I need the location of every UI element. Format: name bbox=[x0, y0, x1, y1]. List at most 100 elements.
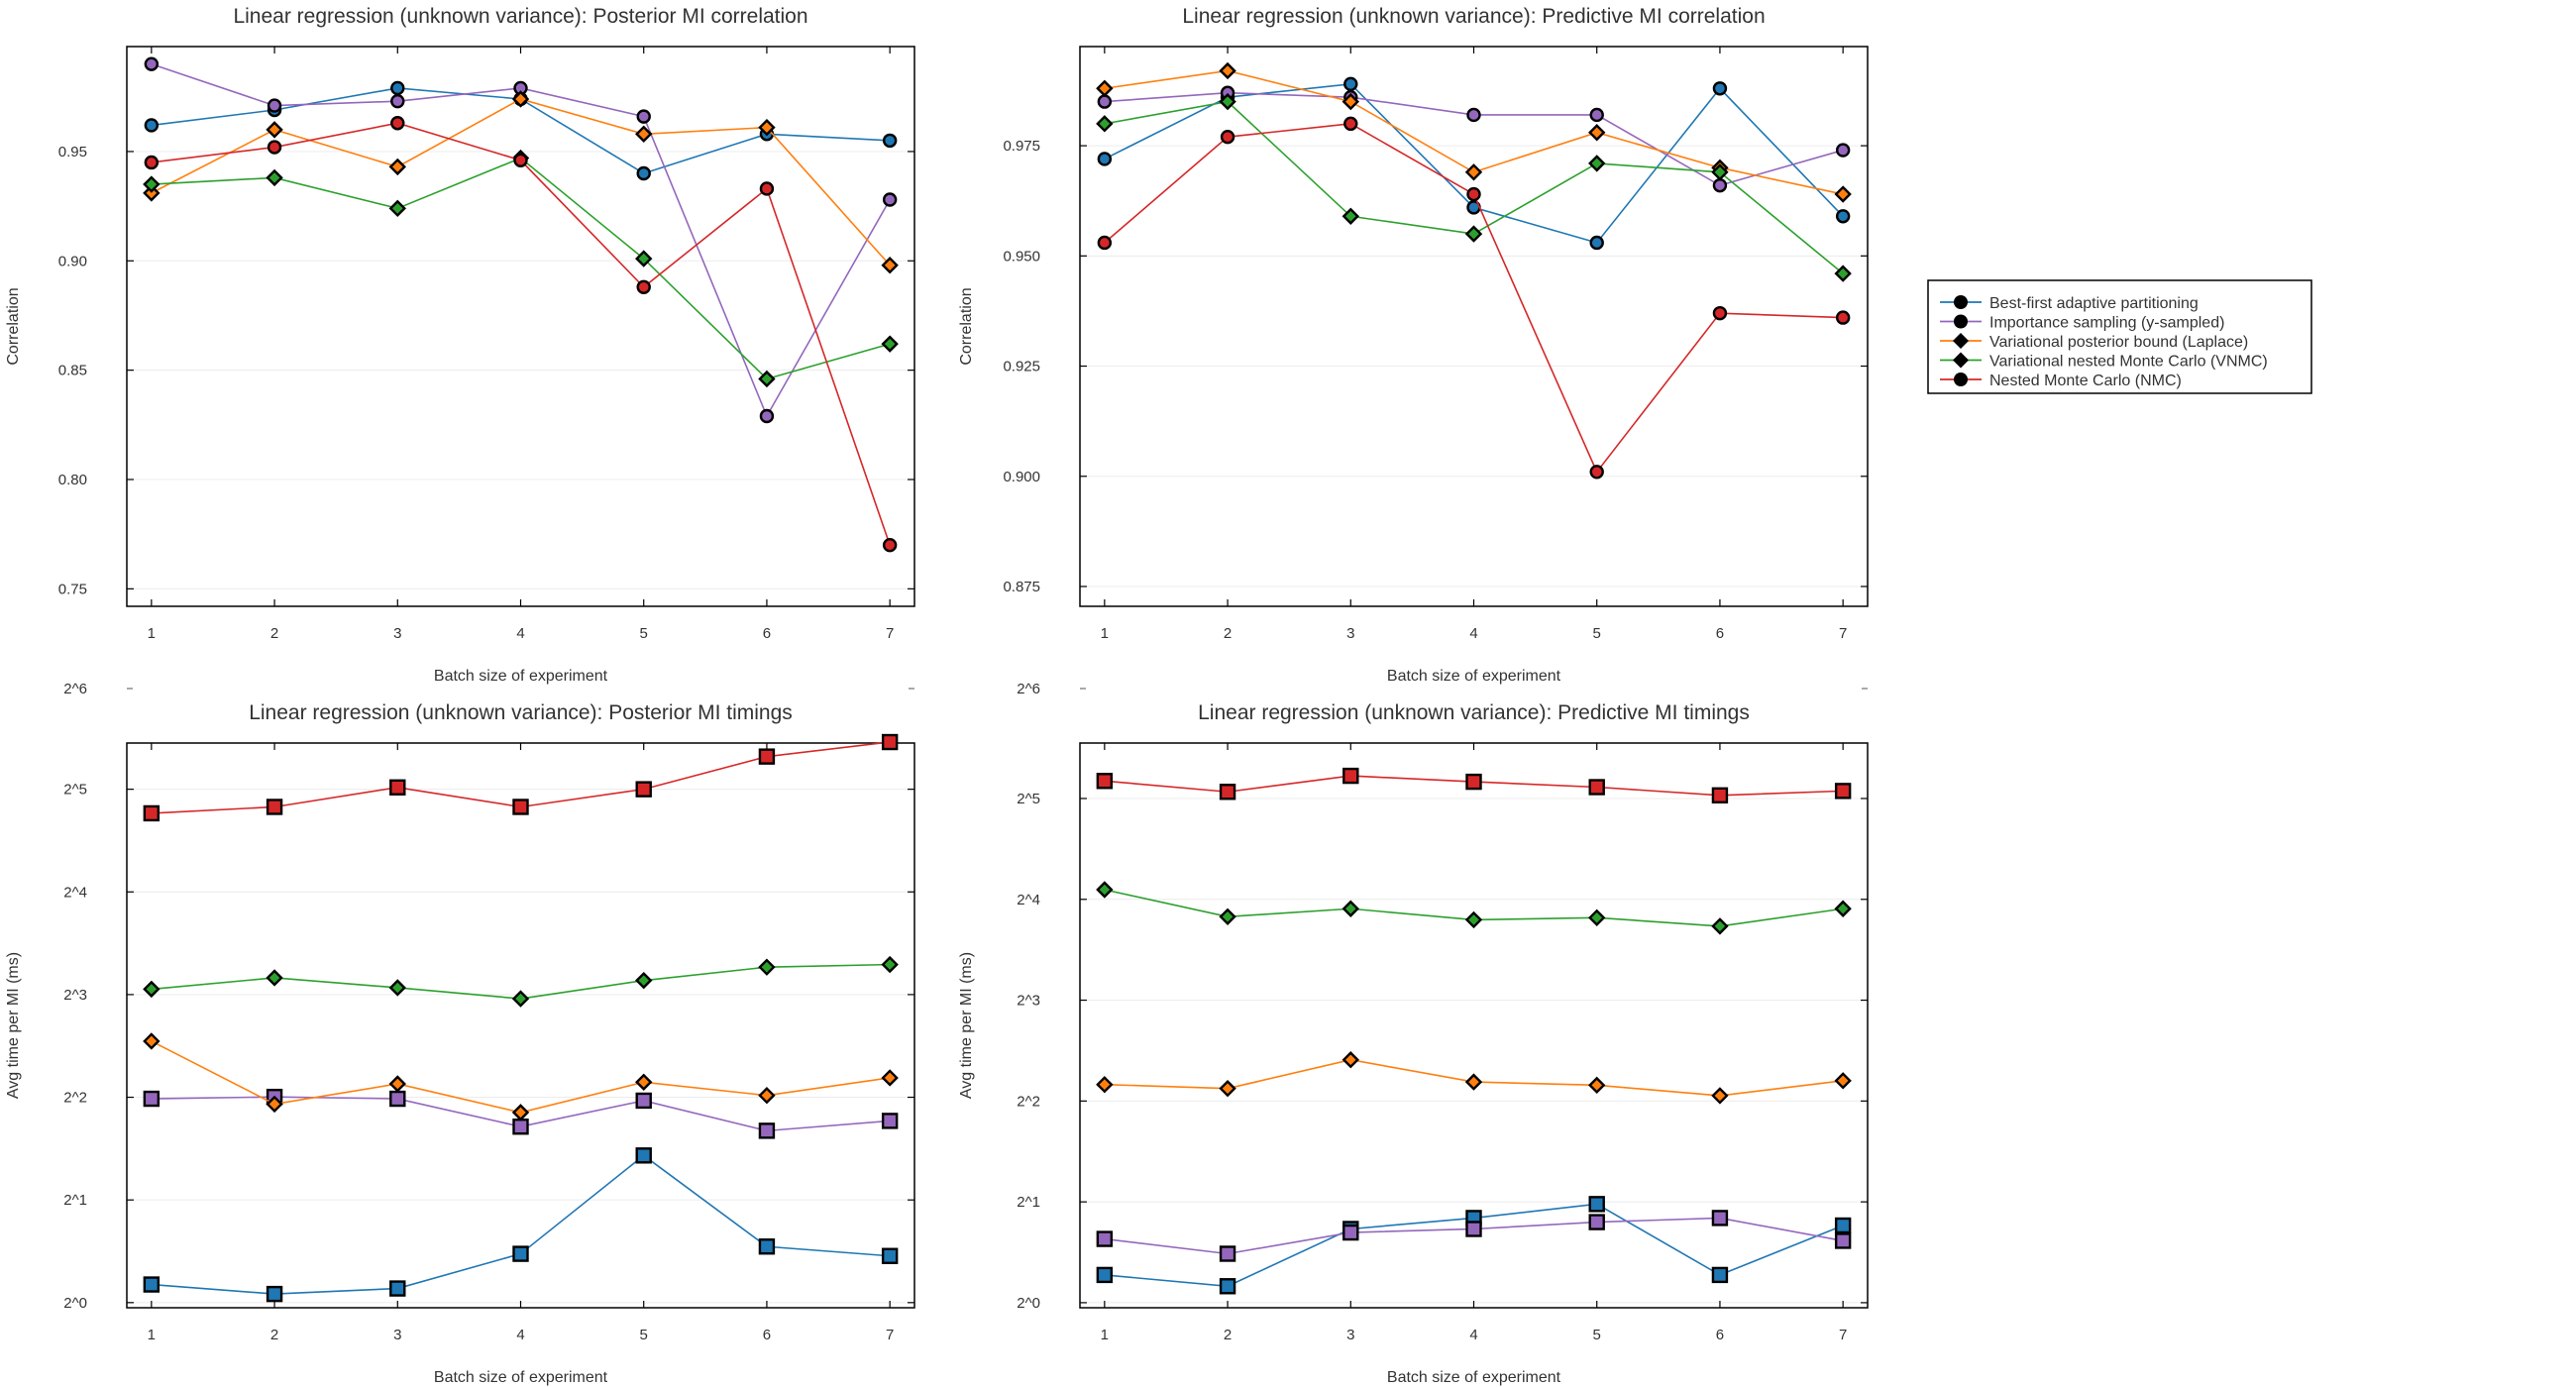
x-tick-label: 3 bbox=[393, 625, 401, 642]
series-1 bbox=[1097, 76, 1851, 251]
data-point bbox=[1712, 177, 1728, 193]
data-point bbox=[1711, 1266, 1729, 1284]
data-point bbox=[1464, 910, 1483, 929]
data-point bbox=[1465, 1221, 1482, 1237]
data-point bbox=[1096, 881, 1114, 899]
data-point bbox=[1466, 186, 1481, 202]
data-point bbox=[635, 971, 653, 990]
data-point bbox=[1589, 465, 1604, 480]
legend-marker bbox=[1953, 352, 1969, 369]
data-point bbox=[143, 1032, 161, 1050]
data-point bbox=[1465, 773, 1482, 791]
data-point bbox=[1096, 773, 1114, 790]
legend-label: Best-first adaptive partitioning bbox=[1989, 295, 2199, 312]
data-point bbox=[758, 1238, 776, 1255]
data-point bbox=[390, 116, 405, 131]
x-tick-label: 6 bbox=[1716, 1327, 1724, 1343]
plot-frame bbox=[1079, 46, 1869, 607]
x-tick-label: 6 bbox=[763, 1327, 771, 1343]
data-point bbox=[512, 799, 529, 815]
series-line bbox=[151, 157, 891, 380]
data-point bbox=[1712, 305, 1728, 321]
x-tick-label: 2 bbox=[270, 625, 278, 642]
data-point bbox=[882, 133, 898, 149]
data-point bbox=[143, 1090, 161, 1108]
y-tick-label: 0.875 bbox=[1003, 579, 1040, 595]
data-point bbox=[267, 98, 282, 113]
data-point bbox=[881, 1113, 899, 1129]
data-point bbox=[1464, 225, 1483, 243]
legend-entry: Importance sampling (y-sampled) bbox=[1940, 314, 2224, 332]
series-5 bbox=[143, 733, 899, 822]
data-point bbox=[1219, 61, 1236, 80]
x-axis-label: Batch size of experiment bbox=[1387, 668, 1561, 685]
data-point bbox=[1588, 908, 1606, 927]
data-point bbox=[266, 1095, 283, 1114]
data-point bbox=[513, 153, 528, 167]
data-point bbox=[1097, 152, 1113, 166]
data-point bbox=[1466, 107, 1481, 123]
data-point bbox=[882, 192, 898, 207]
legend-marker bbox=[1954, 373, 1968, 386]
x-tick-label: 4 bbox=[1469, 1327, 1477, 1343]
data-point bbox=[881, 335, 899, 353]
data-point bbox=[389, 1280, 406, 1297]
data-point bbox=[1589, 235, 1604, 251]
plot-frame bbox=[126, 742, 915, 1309]
data-point bbox=[1097, 235, 1113, 251]
legend-entry: Variational nested Monte Carlo (VNMC) bbox=[1940, 352, 2268, 371]
data-point bbox=[143, 175, 161, 193]
data-point bbox=[143, 804, 161, 822]
data-point bbox=[1219, 784, 1236, 800]
legend-marker bbox=[1954, 295, 1968, 309]
data-point bbox=[143, 184, 161, 202]
x-tick-label: 5 bbox=[1593, 625, 1601, 642]
data-point bbox=[636, 279, 651, 294]
legend: Best-first adaptive partitioning Importan… bbox=[1927, 279, 2312, 394]
x-tick-label: 4 bbox=[1469, 625, 1477, 642]
chart-panel-2: 0.875 0.900 0.925 0.950 0.975 1 2 3 4 5 6 7 Linear r… bbox=[958, 5, 1869, 685]
data-point bbox=[1342, 207, 1359, 225]
data-point bbox=[1342, 900, 1359, 917]
data-point bbox=[882, 538, 898, 553]
data-point bbox=[1343, 76, 1358, 92]
legend-entry: Nested Monte Carlo (NMC) bbox=[1940, 373, 2182, 389]
data-point bbox=[390, 93, 405, 109]
data-point bbox=[1588, 155, 1606, 172]
data-point bbox=[635, 1092, 652, 1110]
x-tick-label: 7 bbox=[1839, 625, 1847, 642]
data-point bbox=[758, 1086, 776, 1105]
data-point bbox=[881, 257, 899, 274]
data-point bbox=[1711, 787, 1729, 804]
y-tick-label: 2^0 bbox=[1017, 1295, 1040, 1312]
y-tick-label: 0.975 bbox=[1003, 138, 1040, 155]
series-line bbox=[151, 1154, 891, 1295]
data-point bbox=[881, 1069, 899, 1087]
series-3 bbox=[143, 1032, 899, 1121]
data-point bbox=[1711, 1087, 1729, 1105]
data-point bbox=[1219, 907, 1236, 925]
data-point bbox=[390, 80, 405, 96]
legend-box bbox=[1927, 279, 2312, 394]
data-point bbox=[511, 90, 530, 108]
data-point bbox=[144, 155, 160, 170]
data-point bbox=[1834, 185, 1852, 203]
series-3 bbox=[143, 90, 899, 274]
y-axis-label: Avg time per MI (ms) bbox=[5, 952, 22, 1099]
series-4 bbox=[1096, 881, 1852, 935]
y-tick-label: 0.95 bbox=[58, 144, 87, 160]
data-point bbox=[636, 165, 651, 181]
data-point bbox=[266, 1285, 283, 1303]
series-line bbox=[151, 62, 891, 418]
series-4 bbox=[1096, 92, 1852, 282]
data-point bbox=[388, 199, 406, 218]
data-point bbox=[143, 1276, 161, 1293]
data-point bbox=[1834, 265, 1852, 282]
data-point bbox=[1097, 94, 1113, 109]
x-tick-label: 1 bbox=[148, 625, 156, 642]
data-point bbox=[143, 980, 161, 999]
chart-panel-4: 2^0 2^1 2^2 2^3 2^4 2^5 1 2 3 4 5 6 7 Linear regressi… bbox=[958, 681, 1869, 1386]
data-point bbox=[635, 250, 653, 267]
data-point bbox=[1834, 783, 1852, 800]
